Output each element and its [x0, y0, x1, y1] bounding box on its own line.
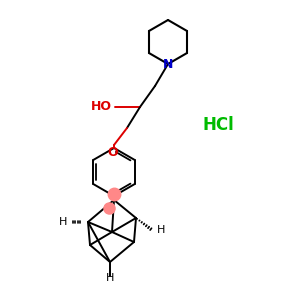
Text: H: H — [106, 273, 114, 283]
Text: N: N — [163, 58, 173, 70]
Text: H: H — [157, 225, 165, 235]
Text: O: O — [108, 146, 118, 159]
Text: H: H — [58, 217, 67, 227]
Text: HO: HO — [91, 100, 112, 113]
Text: HCl: HCl — [202, 116, 234, 134]
